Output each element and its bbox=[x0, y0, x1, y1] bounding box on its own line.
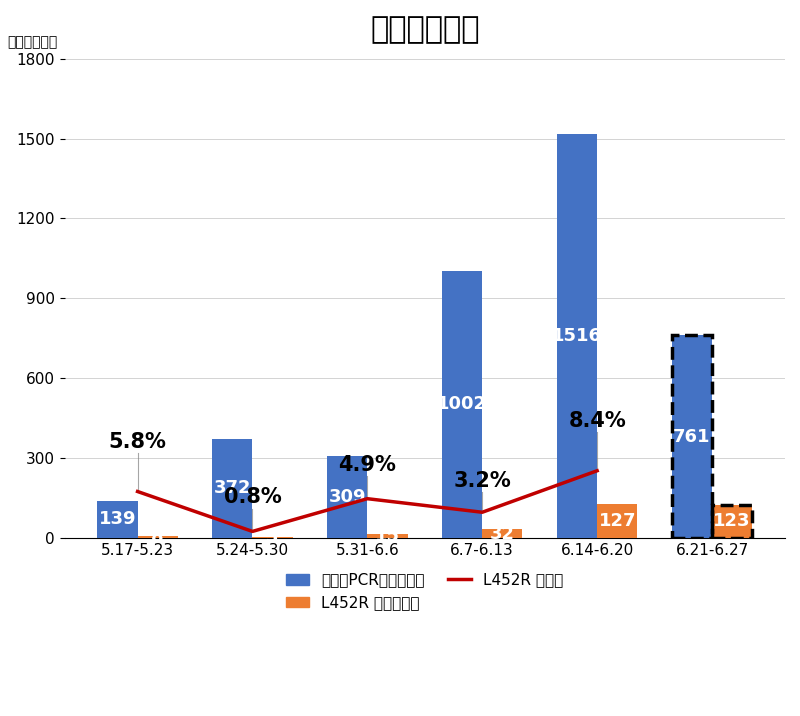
Bar bbox=[712, 505, 752, 538]
Text: 32: 32 bbox=[490, 525, 515, 543]
Bar bbox=[597, 504, 638, 538]
Bar bbox=[367, 534, 407, 538]
Text: 372: 372 bbox=[214, 479, 251, 498]
Text: （単位：例）: （単位：例） bbox=[7, 35, 58, 49]
Text: 3.2%: 3.2% bbox=[454, 471, 511, 491]
Text: 309: 309 bbox=[329, 488, 366, 505]
Text: 15: 15 bbox=[375, 527, 400, 545]
Text: 5.8%: 5.8% bbox=[109, 432, 166, 452]
Text: 761: 761 bbox=[673, 427, 710, 445]
Bar bbox=[482, 529, 522, 538]
Title: 陽性率の推移: 陽性率の推移 bbox=[370, 15, 479, 44]
L452R 陽性率 bbox=[592, 466, 602, 475]
L452R 陽性率 bbox=[478, 508, 487, 516]
Bar bbox=[672, 335, 712, 538]
Text: 127: 127 bbox=[598, 512, 636, 530]
Bar bbox=[98, 500, 138, 538]
L452R 陽性率 bbox=[248, 527, 258, 536]
Text: 1516: 1516 bbox=[552, 327, 602, 345]
Text: 123: 123 bbox=[714, 513, 751, 531]
Text: 139: 139 bbox=[98, 511, 136, 528]
Text: 0.8%: 0.8% bbox=[223, 488, 282, 508]
Bar bbox=[557, 135, 597, 538]
L452R 陽性率 bbox=[133, 487, 142, 495]
Bar bbox=[327, 455, 367, 538]
Text: 8: 8 bbox=[151, 528, 164, 546]
Text: 1002: 1002 bbox=[437, 395, 487, 413]
Text: 4.9%: 4.9% bbox=[338, 455, 396, 475]
Bar bbox=[212, 439, 253, 538]
Legend: 変異株PCR検査実施数, L452R 陽性例の数, L452R 陽性率: 変異株PCR検査実施数, L452R 陽性例の数, L452R 陽性率 bbox=[280, 566, 570, 616]
Line: L452R 陽性率: L452R 陽性率 bbox=[138, 470, 597, 531]
Text: 8.4%: 8.4% bbox=[568, 411, 626, 431]
Bar bbox=[442, 271, 482, 538]
L452R 陽性率 bbox=[362, 494, 372, 503]
Bar bbox=[253, 537, 293, 538]
Bar bbox=[672, 335, 712, 538]
Bar bbox=[712, 505, 752, 538]
Bar bbox=[138, 536, 178, 538]
Text: 3: 3 bbox=[266, 528, 279, 546]
